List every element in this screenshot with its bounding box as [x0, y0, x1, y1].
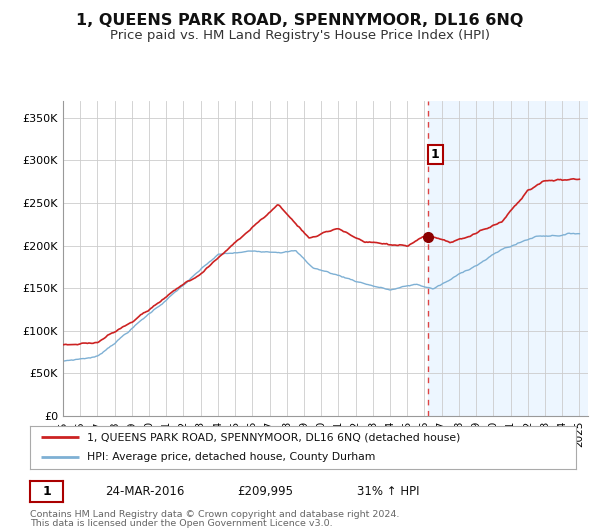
- Text: £209,995: £209,995: [237, 485, 293, 498]
- Text: 24-MAR-2016: 24-MAR-2016: [105, 485, 184, 498]
- Text: 1: 1: [42, 485, 51, 498]
- Text: HPI: Average price, detached house, County Durham: HPI: Average price, detached house, Coun…: [88, 452, 376, 462]
- Text: 1, QUEENS PARK ROAD, SPENNYMOOR, DL16 6NQ: 1, QUEENS PARK ROAD, SPENNYMOOR, DL16 6N…: [76, 13, 524, 28]
- Bar: [428, 101, 588, 416]
- Text: This data is licensed under the Open Government Licence v3.0.: This data is licensed under the Open Gov…: [30, 519, 332, 528]
- Text: Contains HM Land Registry data © Crown copyright and database right 2024.: Contains HM Land Registry data © Crown c…: [30, 510, 400, 518]
- Text: 31% ↑ HPI: 31% ↑ HPI: [357, 485, 419, 498]
- Text: Price paid vs. HM Land Registry's House Price Index (HPI): Price paid vs. HM Land Registry's House …: [110, 29, 490, 42]
- Text: 1, QUEENS PARK ROAD, SPENNYMOOR, DL16 6NQ (detached house): 1, QUEENS PARK ROAD, SPENNYMOOR, DL16 6N…: [88, 432, 461, 443]
- Text: 1: 1: [431, 148, 440, 161]
